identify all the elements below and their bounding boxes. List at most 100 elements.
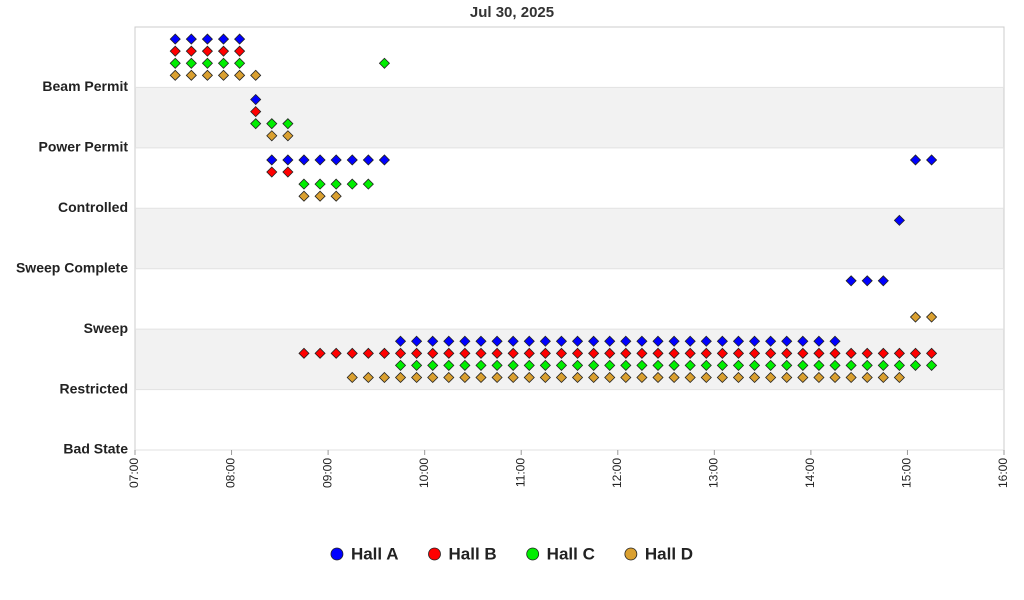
data-point (475, 371, 487, 384)
data-point (877, 371, 889, 384)
data-point (201, 69, 213, 81)
data-point (909, 311, 922, 323)
data-point (378, 347, 391, 359)
data-point (394, 347, 407, 359)
data-point (829, 335, 841, 347)
data-point (459, 359, 471, 371)
data-point (507, 371, 519, 384)
data-point (748, 371, 761, 384)
data-point (813, 347, 825, 359)
data-point (555, 371, 568, 384)
data-point (169, 69, 181, 81)
data-point (539, 347, 551, 359)
data-point (845, 275, 857, 287)
data-point (346, 347, 358, 359)
data-point (700, 371, 712, 384)
data-point (829, 347, 841, 359)
data-point (668, 371, 680, 384)
data-point (201, 45, 213, 57)
legend-label: Hall C (547, 544, 595, 563)
data-point (813, 359, 825, 371)
data-point (234, 33, 246, 45)
data-point (604, 371, 616, 384)
data-point (620, 371, 632, 384)
data-point (491, 335, 503, 347)
data-point (217, 57, 230, 69)
data-point (652, 347, 664, 359)
data-point (539, 335, 551, 347)
legend-marker (624, 547, 638, 561)
data-point (314, 178, 326, 190)
data-point (539, 371, 551, 384)
data-point (427, 335, 439, 347)
data-point (443, 359, 455, 371)
data-point (748, 347, 761, 359)
data-point (378, 154, 391, 166)
data-point (588, 359, 600, 371)
data-point (362, 154, 374, 166)
data-point (507, 335, 519, 347)
data-point (475, 335, 487, 347)
background-band (135, 329, 1004, 390)
data-point (909, 347, 922, 359)
data-point (748, 359, 761, 371)
data-point (684, 335, 696, 347)
data-point (813, 335, 825, 347)
y-tick-label: Bad State (63, 441, 128, 457)
legend: Hall A Hall B Hall C Hall D (330, 544, 693, 563)
data-point (169, 45, 181, 57)
data-point (201, 33, 213, 45)
data-point (926, 154, 938, 166)
data-point (314, 190, 326, 202)
data-point (282, 118, 294, 130)
data-point (266, 166, 278, 178)
data-point (829, 359, 841, 371)
data-point (523, 347, 535, 359)
data-point (748, 335, 761, 347)
data-point (459, 371, 471, 384)
data-point (604, 347, 616, 359)
x-tick-label: 12:00 (610, 458, 624, 488)
data-point (523, 371, 535, 384)
data-point (909, 154, 922, 166)
data-point (411, 347, 423, 359)
data-point (491, 347, 503, 359)
data-point (411, 371, 423, 384)
x-tick-label: 15:00 (900, 458, 914, 488)
data-point (636, 335, 648, 347)
data-point (909, 359, 922, 371)
data-point (282, 166, 294, 178)
data-point (475, 347, 487, 359)
data-point (234, 57, 246, 69)
data-point (926, 359, 938, 371)
data-point (781, 347, 793, 359)
background-band (135, 208, 1004, 269)
data-point (539, 359, 551, 371)
data-point (700, 347, 712, 359)
data-point (604, 359, 616, 371)
data-point (475, 359, 487, 371)
data-point (394, 335, 407, 347)
data-point (861, 347, 873, 359)
data-point (797, 359, 809, 371)
data-point (346, 371, 358, 384)
x-tick-label: 09:00 (320, 458, 334, 488)
x-tick-label: 08:00 (224, 458, 238, 488)
data-point (169, 57, 181, 69)
data-point (781, 335, 793, 347)
data-point (555, 359, 568, 371)
data-point (234, 45, 246, 57)
data-point (700, 359, 712, 371)
data-point (620, 347, 632, 359)
data-point (427, 359, 439, 371)
x-tick-label: 13:00 (707, 458, 721, 488)
data-point (571, 347, 584, 359)
data-point (893, 214, 905, 226)
data-point (266, 130, 278, 142)
data-point (845, 359, 857, 371)
data-point (620, 335, 632, 347)
data-point (282, 154, 294, 166)
data-point (636, 347, 648, 359)
data-point (555, 335, 568, 347)
